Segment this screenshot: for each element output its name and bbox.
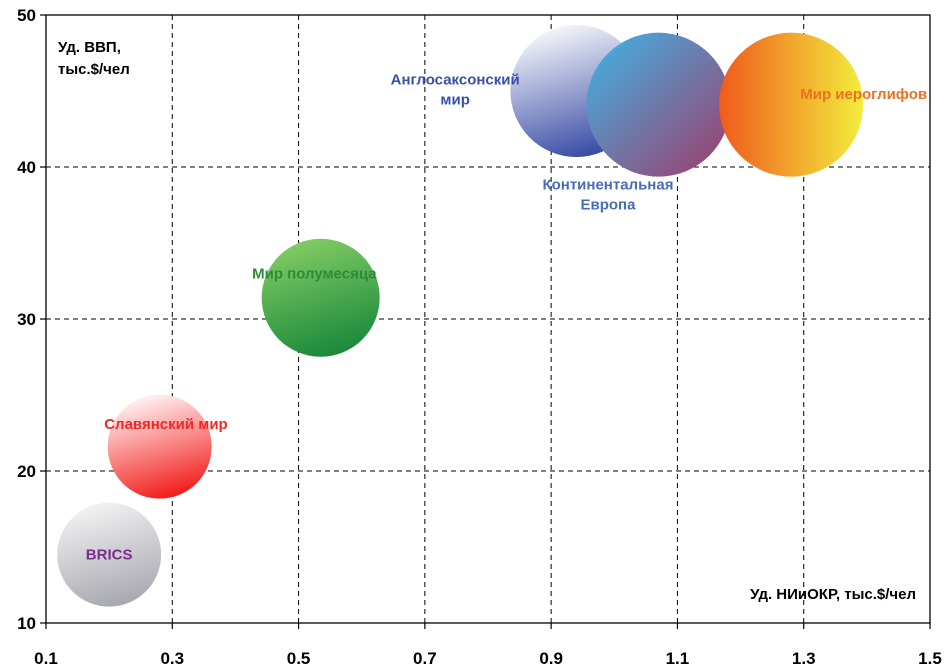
axis-titles: Уд. ВВП, тыс.$/чел Уд. НИиОКР, тыс.$/чел [58,39,916,603]
bubble-slavic [107,394,212,499]
bubble-hieroglyph [719,32,864,177]
y-tick-label: 10 [17,614,36,633]
bubble-label-anglo: Англосаксонский [391,71,520,88]
y-axis-title-line: Уд. ВВП, [58,39,121,56]
bubble-label-continental: Континентальная [542,176,673,193]
y-tick-label: 40 [17,158,36,177]
bubble-label-brics: BRICS [86,547,133,564]
x-tick-label: 1.1 [666,649,690,668]
y-axis-title-line: тыс.$/чел [58,61,130,78]
x-tick-label: 0.7 [413,649,437,668]
y-tick-label: 30 [17,310,36,329]
x-tick-label: 0.5 [287,649,311,668]
y-tick-label: 20 [17,462,36,481]
x-tick-label: 1.5 [918,649,942,668]
x-tick-label: 0.3 [160,649,184,668]
y-tick-label: 50 [17,6,36,25]
bubble-labels-layer: BRICS Славянский мир Мир полумесяца Англоса… [86,71,927,563]
bubble-continental [586,32,731,177]
bubbles-layer [57,25,864,607]
bubble-label-hieroglyph: Мир иероглифов [800,86,927,103]
x-tick-label: 0.1 [34,649,58,668]
bubble-brics [57,502,162,607]
x-tick-label: 0.9 [539,649,563,668]
bubble-label-anglo: мир [440,91,469,108]
bubble-label-crescent: Мир полумесяца [252,265,377,282]
bubble-label-continental: Европа [580,196,636,213]
y-axis-title: Уд. ВВП, тыс.$/чел [58,39,130,78]
bubble-label-slavic: Славянский мир [104,416,227,433]
x-tick-label: 1.3 [792,649,816,668]
x-axis-ticks: 0.1 0.3 0.5 0.7 0.9 1.1 1.3 1.5 [34,623,942,668]
bubble-crescent [261,238,380,357]
y-axis-ticks: 10 20 30 40 50 [17,6,46,633]
x-axis-title: Уд. НИиОКР, тыс.$/чел [750,586,916,603]
